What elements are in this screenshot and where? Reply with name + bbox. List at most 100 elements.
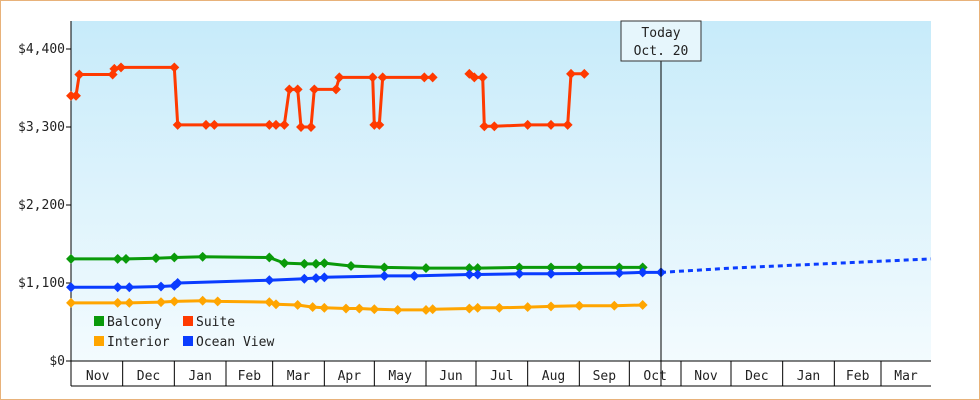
y-tick-label: $2,200 [18, 198, 65, 213]
data-point[interactable] [299, 273, 310, 284]
data-point[interactable] [151, 253, 161, 264]
data-point[interactable] [546, 301, 556, 312]
month-label: May [388, 369, 412, 384]
month-label: Dec [137, 369, 160, 384]
month-label: Nov [86, 369, 110, 384]
data-point[interactable] [472, 269, 483, 280]
data-point[interactable] [311, 273, 321, 283]
data-point[interactable] [201, 119, 211, 130]
month-label: Jan [188, 369, 211, 384]
data-point[interactable] [341, 303, 351, 314]
data-point[interactable] [614, 268, 625, 279]
data-point[interactable] [124, 282, 135, 293]
data-point[interactable] [66, 90, 76, 101]
legend-swatch [94, 316, 104, 326]
series-balcony [66, 251, 648, 274]
y-tick-label: $3,300 [18, 120, 65, 135]
data-point[interactable] [319, 272, 330, 283]
data-point[interactable] [209, 119, 220, 130]
data-point[interactable] [609, 300, 620, 311]
legend-label: Ocean View [196, 335, 274, 350]
data-point[interactable] [614, 262, 625, 273]
data-point[interactable] [169, 296, 180, 307]
data-point[interactable] [354, 303, 365, 314]
data-point[interactable] [637, 262, 648, 273]
data-point[interactable] [172, 278, 183, 288]
series-ocean-view [66, 267, 666, 293]
data-point[interactable] [637, 300, 648, 310]
month-label: Nov [694, 369, 718, 384]
month-label: Oct [643, 369, 666, 384]
data-point[interactable] [566, 68, 576, 79]
data-point[interactable] [421, 263, 431, 274]
data-point[interactable] [637, 267, 648, 278]
data-point[interactable] [546, 268, 556, 279]
data-point[interactable] [264, 252, 275, 263]
data-point[interactable] [156, 297, 166, 308]
data-point[interactable] [197, 251, 208, 262]
data-point[interactable] [379, 270, 390, 281]
month-label: Apr [338, 369, 362, 384]
data-point[interactable] [546, 119, 556, 130]
data-point[interactable] [319, 302, 330, 313]
month-label: Feb [846, 369, 870, 384]
data-point[interactable] [392, 304, 403, 315]
data-point[interactable] [546, 262, 556, 273]
data-point[interactable] [472, 302, 483, 313]
data-point[interactable] [212, 296, 223, 307]
data-point[interactable] [409, 270, 420, 281]
data-point[interactable] [279, 258, 290, 269]
month-label: Jun [439, 369, 462, 384]
data-point[interactable] [574, 300, 585, 311]
legend-swatch [94, 336, 104, 346]
data-point[interactable] [522, 302, 533, 313]
month-label: Feb [238, 369, 262, 384]
data-point[interactable] [109, 63, 120, 74]
data-point[interactable] [494, 302, 505, 313]
data-point[interactable] [346, 261, 356, 271]
data-point[interactable] [197, 295, 208, 306]
data-point[interactable] [264, 275, 275, 286]
data-point[interactable] [522, 119, 533, 130]
data-point[interactable] [71, 90, 81, 101]
data-point[interactable] [74, 69, 85, 80]
series-interior [66, 295, 648, 315]
data-point[interactable] [292, 300, 303, 310]
data-point[interactable] [66, 253, 76, 264]
data-point[interactable] [472, 263, 483, 274]
legend-label: Balcony [107, 315, 162, 330]
data-point[interactable] [574, 262, 585, 273]
data-point[interactable] [169, 62, 180, 73]
data-point[interactable] [562, 119, 573, 130]
data-point[interactable] [156, 281, 166, 292]
data-point[interactable] [271, 299, 281, 310]
data-point[interactable] [464, 263, 475, 274]
data-point[interactable] [311, 258, 321, 269]
data-point[interactable] [307, 302, 318, 313]
data-point[interactable] [299, 258, 310, 269]
legend-swatch [183, 316, 193, 326]
data-point[interactable] [514, 268, 525, 279]
data-point[interactable] [427, 304, 438, 315]
data-point[interactable] [172, 119, 183, 130]
today-label: Today [641, 26, 680, 41]
y-tick-label: $1,100 [18, 276, 65, 291]
data-point[interactable] [579, 68, 590, 79]
data-point[interactable] [379, 262, 390, 273]
data-point[interactable] [464, 269, 475, 280]
data-point[interactable] [514, 262, 525, 273]
data-point[interactable] [319, 258, 330, 269]
plot-background [71, 21, 931, 361]
data-point[interactable] [124, 297, 135, 308]
data-point[interactable] [112, 253, 123, 264]
data-point[interactable] [369, 304, 380, 315]
data-point[interactable] [464, 303, 475, 314]
legend-swatch [183, 336, 193, 346]
month-label: Sep [593, 369, 617, 384]
data-point[interactable] [121, 253, 131, 264]
data-point[interactable] [421, 304, 431, 315]
month-label: Jan [797, 369, 820, 384]
legend-label: Suite [196, 315, 235, 330]
